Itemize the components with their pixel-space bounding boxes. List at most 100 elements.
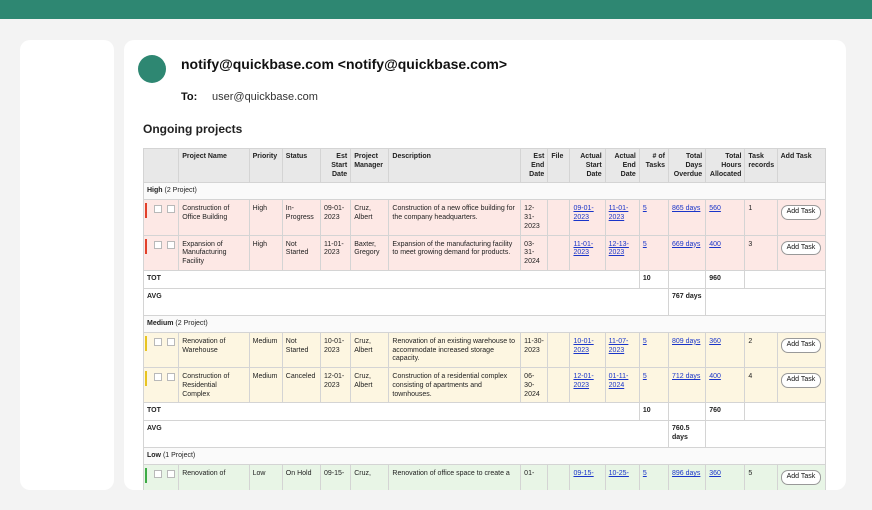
link-hours[interactable]: 360 — [709, 337, 721, 345]
header-priority[interactable]: Priority — [248, 147, 283, 184]
row-flag-checkbox[interactable] — [167, 205, 175, 214]
link-overdue[interactable]: 669 days — [672, 240, 701, 248]
to-label: To: — [181, 91, 198, 103]
header-actual-start[interactable]: Actual Start Date — [569, 147, 606, 184]
cell-est-start: 12-01-2023 — [320, 366, 352, 404]
link-actual-end[interactable]: 10-25- — [608, 470, 629, 478]
table-row[interactable]: Expansion of Manufacturing Facility High N… — [142, 234, 827, 271]
cell-add-task: Add Task — [776, 331, 827, 369]
link-actual-start[interactable]: 11-01-2023 — [573, 240, 594, 257]
report-heading: Ongoing projects — [143, 122, 243, 136]
add-task-button[interactable]: Add Task — [780, 337, 822, 353]
cell-manager: Cruz, — [350, 464, 390, 490]
table-row[interactable]: Renovation of Warehouse Medium Not Started… — [142, 331, 827, 369]
link-actual-start[interactable]: 10-01-2023 — [573, 337, 594, 354]
row-flag-checkbox[interactable] — [167, 373, 175, 381]
link-overdue[interactable]: 712 days — [672, 373, 701, 380]
link-tasks[interactable]: 5 — [642, 240, 647, 248]
header-file[interactable]: File — [547, 147, 571, 184]
cell-status: Canceled — [281, 366, 322, 404]
header-est-end[interactable]: Est End Date — [520, 147, 549, 184]
link-actual-start[interactable]: 09-01-2023 — [573, 205, 594, 221]
link-tasks[interactable]: 5 — [642, 373, 647, 380]
link-tasks[interactable]: 5 — [642, 205, 647, 213]
cell-est-start: 09-01-2023 — [320, 199, 352, 236]
link-tasks[interactable]: 5 — [642, 470, 647, 478]
cell-tasks: 5 — [638, 464, 670, 490]
row-select-checkbox[interactable] — [154, 337, 162, 346]
group-row[interactable]: High (2 Project) — [143, 182, 826, 201]
link-actual-end[interactable]: 11-01-2023 — [608, 205, 629, 221]
cell-tasks: 5 — [638, 331, 670, 369]
row-controls — [142, 331, 180, 369]
cell-overdue: 712 days — [667, 366, 707, 404]
add-task-button[interactable]: Add Task — [780, 373, 822, 388]
row-flag-checkbox[interactable] — [167, 470, 175, 479]
priority-indicator — [145, 203, 147, 219]
cell-priority: High — [248, 234, 283, 271]
row-select-checkbox[interactable] — [154, 205, 162, 214]
cell-name: Renovation of Warehouse — [178, 331, 250, 369]
link-actual-start[interactable]: 09-15- — [573, 470, 594, 478]
average-overdue: 767 days — [667, 287, 707, 316]
cell-actual-start: 10-01-2023 — [569, 331, 606, 369]
link-actual-start[interactable]: 12-01-2023 — [573, 373, 594, 389]
cell-overdue: 809 days — [667, 331, 707, 369]
table-row[interactable]: Renovation of Low On Hold 09-15- Cruz, Renova… — [142, 464, 827, 490]
header-add-task[interactable]: Add Task — [776, 147, 827, 184]
header-project-name[interactable]: Project Name — [178, 147, 250, 184]
header-num-tasks[interactable]: # of Tasks — [638, 147, 670, 184]
header-hours-allocated[interactable]: Total Hours Allocated — [705, 147, 746, 184]
cell-actual-end: 10-25- — [604, 464, 640, 490]
cell-est-end: 06-30-2024 — [520, 366, 549, 404]
cell-manager: Cruz, Albert — [350, 366, 390, 404]
link-actual-end[interactable]: 12-13-2023 — [608, 240, 629, 257]
cell-tasks: 5 — [638, 234, 670, 271]
link-tasks[interactable]: 5 — [642, 337, 647, 345]
row-controls — [142, 199, 180, 236]
cell-hours: 400 — [705, 366, 746, 404]
link-hours[interactable]: 400 — [709, 240, 721, 248]
row-flag-checkbox[interactable] — [167, 337, 175, 346]
row-select-checkbox[interactable] — [154, 373, 162, 381]
link-overdue[interactable]: 809 days — [672, 337, 701, 345]
link-overdue[interactable]: 896 days — [672, 470, 701, 478]
cell-file — [547, 366, 571, 404]
header-task-records[interactable]: Task records — [744, 147, 778, 184]
cell-task-records: 5 — [744, 464, 778, 490]
group-row[interactable]: Medium (2 Project) — [143, 314, 826, 333]
table-row[interactable]: Construction of Residential Complex Mediu… — [142, 366, 827, 404]
cell-hours: 560 — [705, 199, 746, 236]
row-select-checkbox[interactable] — [154, 240, 162, 249]
cell-actual-end: 11-07-2023 — [604, 331, 640, 369]
link-overdue[interactable]: 865 days — [672, 205, 701, 213]
row-flag-checkbox[interactable] — [167, 240, 175, 249]
group-label-cell: Low (1 Project) — [143, 447, 826, 466]
header-est-start[interactable]: Est Start Date — [320, 147, 352, 184]
link-actual-end[interactable]: 11-07-2023 — [608, 337, 629, 354]
priority-indicator — [145, 335, 147, 351]
total-overdue — [667, 269, 707, 289]
header-days-overdue[interactable]: Total Days Overdue — [667, 147, 707, 184]
header-actual-end[interactable]: Actual End Date — [604, 147, 640, 184]
cell-task-records: 1 — [744, 199, 778, 236]
header-manager[interactable]: Project Manager — [350, 147, 390, 184]
table-row[interactable]: Construction of Office Building High In-Pr… — [142, 199, 827, 236]
link-hours[interactable]: 400 — [709, 373, 721, 380]
row-select-checkbox[interactable] — [154, 470, 162, 479]
cell-file — [547, 199, 571, 236]
total-tasks: 10 — [638, 402, 670, 422]
header-description[interactable]: Description — [388, 147, 522, 184]
cell-add-task: Add Task — [776, 234, 827, 271]
cell-file — [547, 331, 571, 369]
add-task-button[interactable]: Add Task — [780, 240, 822, 256]
link-actual-end[interactable]: 01-11-2024 — [608, 373, 629, 389]
group-row[interactable]: Low (1 Project) — [143, 447, 826, 466]
add-task-button[interactable]: Add Task — [780, 470, 822, 485]
link-hours[interactable]: 560 — [709, 205, 721, 213]
header-status[interactable]: Status — [281, 147, 322, 184]
add-task-button[interactable]: Add Task — [780, 205, 822, 220]
cell-file — [547, 234, 571, 271]
link-hours[interactable]: 360 — [709, 470, 721, 478]
average-overdue: 760.5 days — [667, 420, 707, 449]
